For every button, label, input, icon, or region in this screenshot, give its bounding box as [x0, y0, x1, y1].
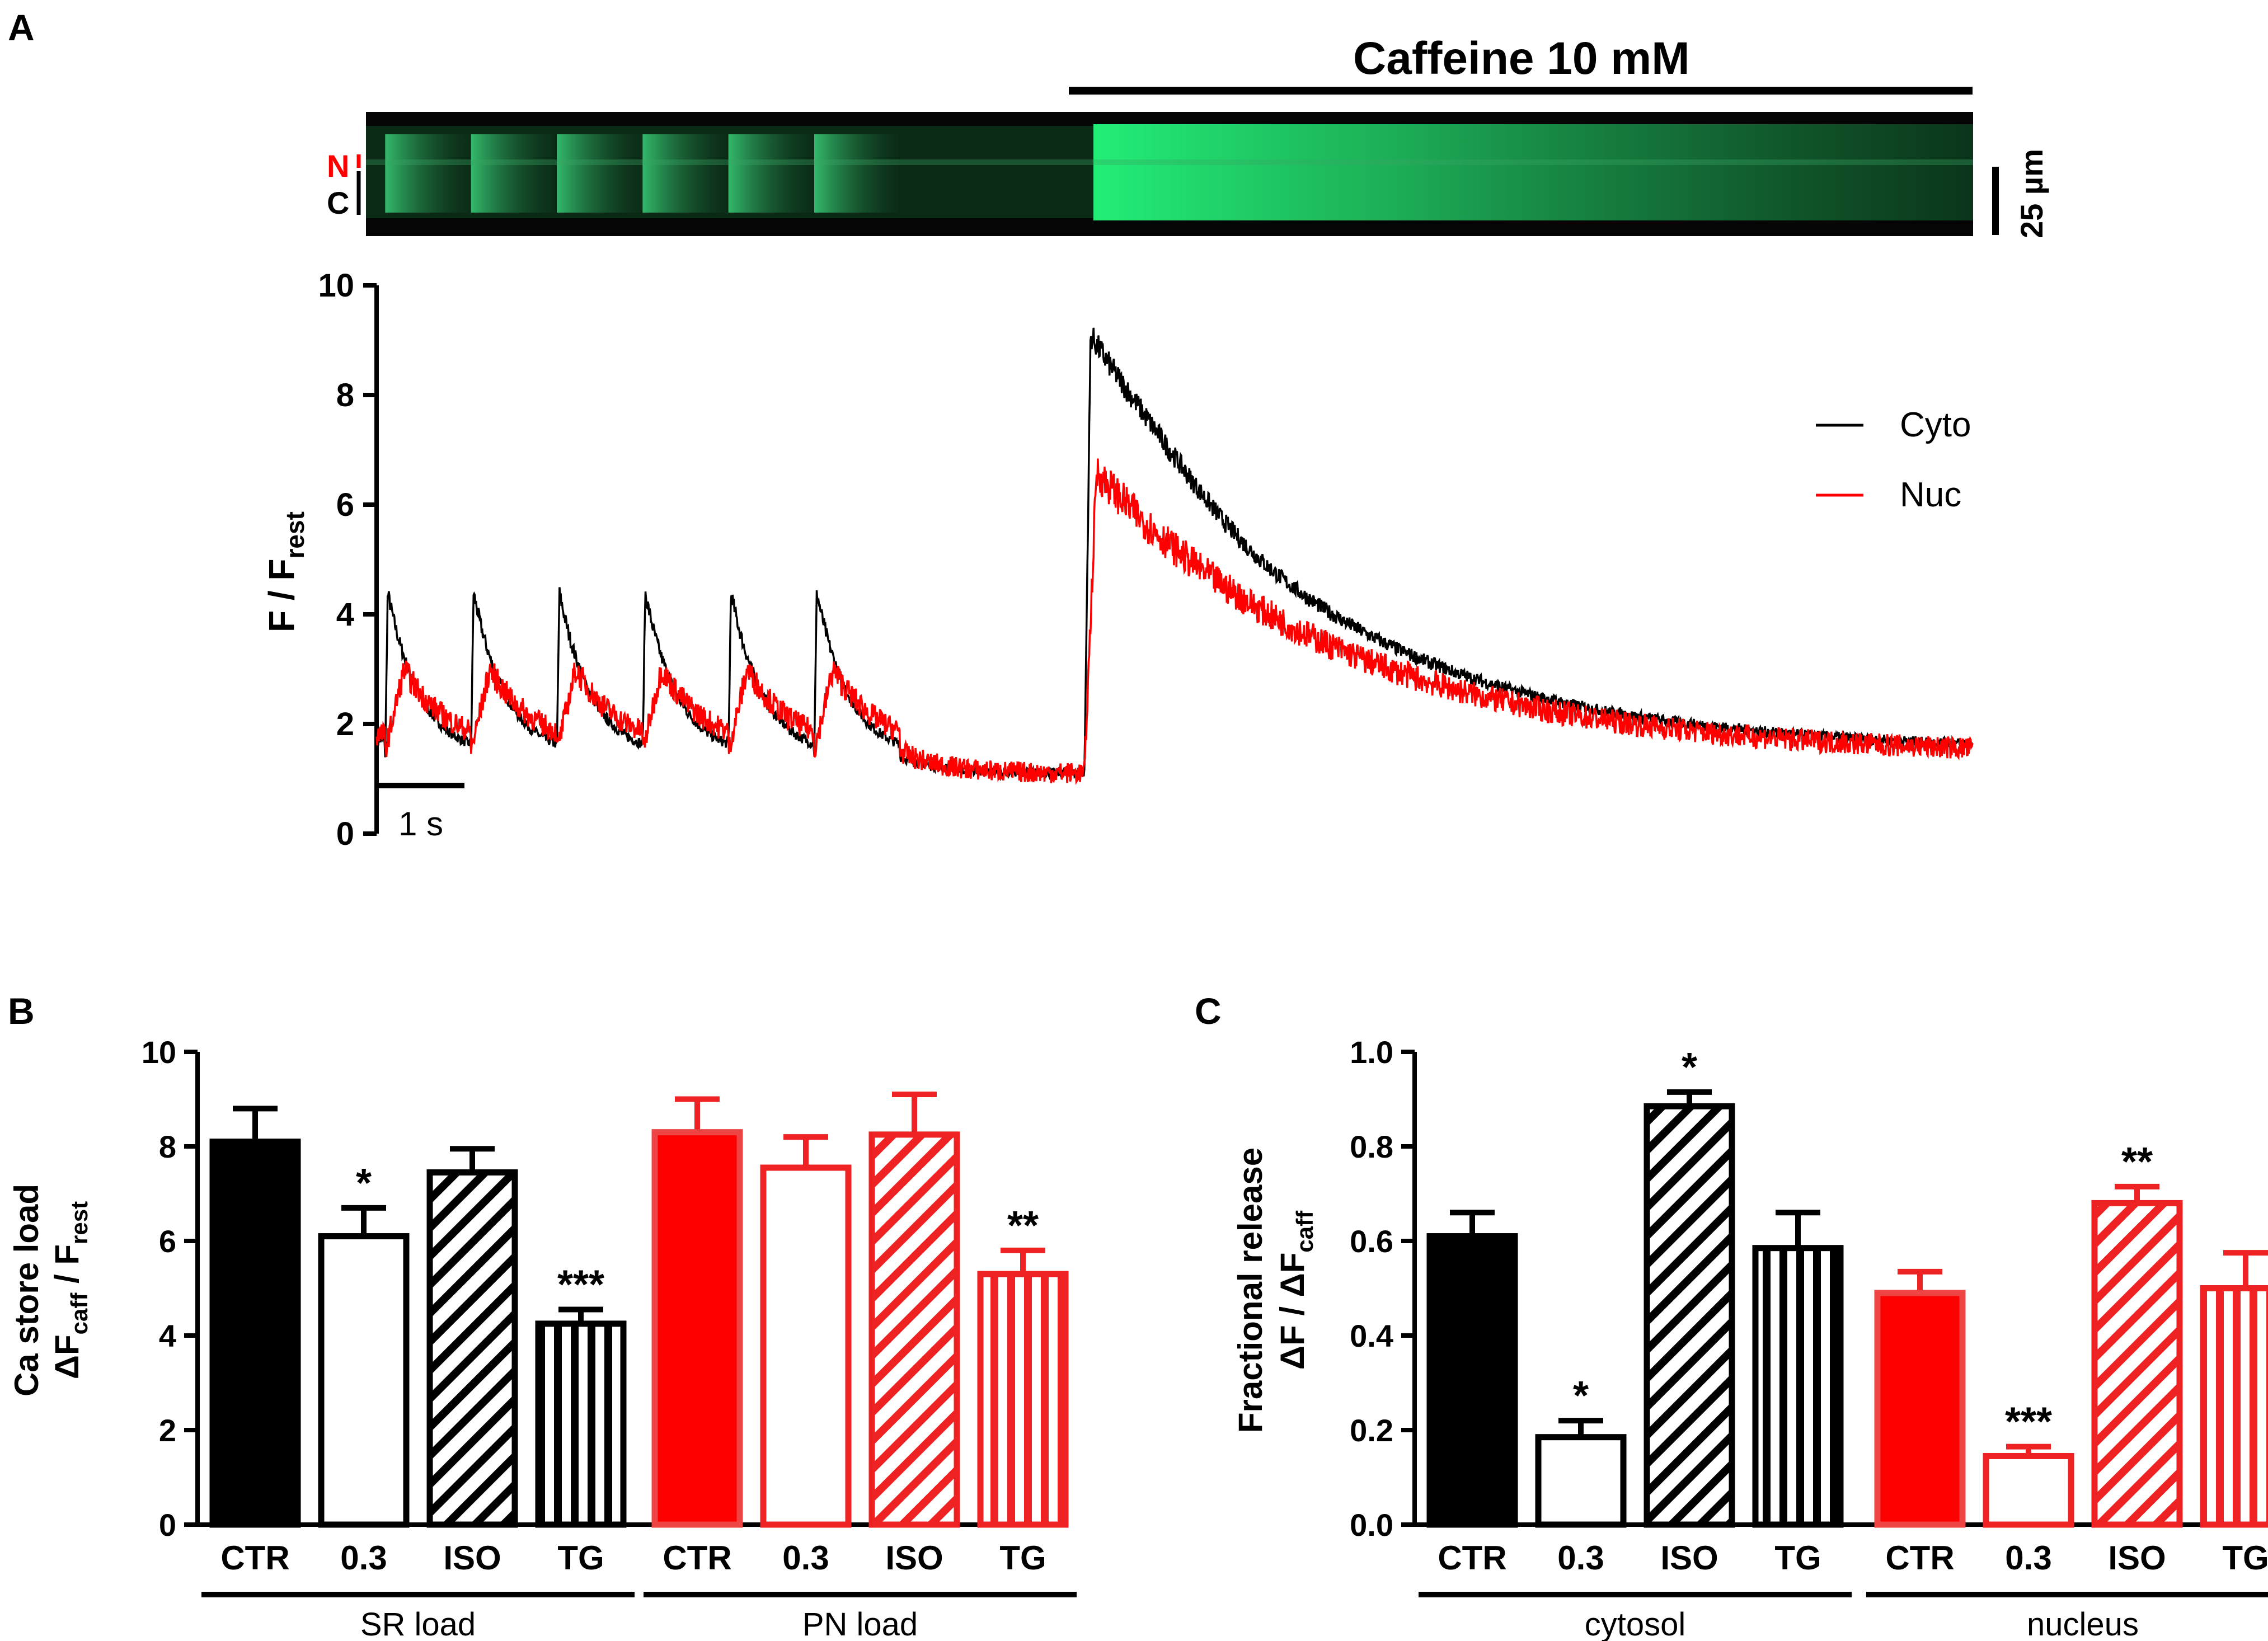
panel-c: C 0.00.20.40.60.81.0 Fractional release … [1195, 990, 2268, 1641]
c-y-ticks: 0.0 0.2 0.4 0.6 0.8 1.0 [1350, 1035, 1415, 1543]
c-significance: * [1682, 1045, 1697, 1090]
b-bar [760, 1164, 852, 1528]
c-bar [1644, 1103, 1735, 1528]
c-category-label: TG [2222, 1539, 2268, 1577]
c-bar [2200, 1285, 2268, 1528]
c-bar [1752, 1245, 1844, 1528]
c-category-label: 0.3 [2005, 1539, 2051, 1577]
c-category-label: ISO [1660, 1539, 1718, 1577]
b-y-tick-label: 0 [159, 1507, 176, 1543]
b-category-label: ISO [443, 1539, 501, 1577]
panel-a: A Caffeine 10 mM N C 25 µm 0 2 4 6 8 10 F / F… [8, 7, 2049, 852]
time-scale-label: 1 s [398, 805, 443, 843]
trace-y-tick-label: 2 [336, 706, 354, 742]
c-category-label: CTR [1885, 1539, 1954, 1577]
b-y-tick-label: 4 [159, 1318, 176, 1353]
b-significance: ** [1007, 1203, 1039, 1248]
b-y-label-line2: ΔFcaff / Frest [48, 1201, 92, 1379]
b-y-tick-label: 10 [142, 1035, 176, 1070]
cytosol-label: C [327, 185, 349, 220]
linescan-pulse [814, 134, 898, 213]
b-bar [318, 1233, 410, 1528]
c-y-label-line2: ΔF / ΔFcaff [1274, 1210, 1318, 1370]
b-category-label: TG [999, 1539, 1046, 1577]
b-category-label: CTR [220, 1539, 289, 1577]
b-bar [868, 1131, 960, 1528]
panel-a-label: A [8, 7, 35, 48]
c-category-label: CTR [1438, 1539, 1506, 1577]
b-group-label: SR load [360, 1606, 476, 1641]
b-category-label: TG [557, 1539, 604, 1577]
b-category-label: ISO [885, 1539, 943, 1577]
c-y-tick-label: 0.8 [1350, 1129, 1393, 1164]
b-category-label: 0.3 [340, 1539, 387, 1577]
c-y-label-line1: Fractional release [1232, 1148, 1269, 1433]
trace-y-ticks: 0 2 4 6 8 10 [318, 267, 377, 852]
c-group-label: nucleus [2027, 1606, 2139, 1641]
b-y-tick-label: 2 [159, 1413, 176, 1448]
c-y-tick-label: 1.0 [1350, 1035, 1393, 1070]
b-y-tick-label: 6 [159, 1224, 176, 1259]
trace-y-tick-label: 10 [318, 267, 354, 304]
nuc-trace [375, 458, 1974, 785]
caffeine-label: Caffeine 10 mM [1353, 33, 1690, 84]
c-significance: *** [2005, 1400, 2052, 1445]
panel-b: B 0 2 4 6 8 10 Ca store load ΔFcaff / Frest C… [8, 990, 1077, 1641]
c-y-tick-label: 0.6 [1350, 1224, 1393, 1259]
c-y-tick-label: 0.2 [1350, 1413, 1393, 1448]
c-y-tick-label: 0.4 [1350, 1318, 1393, 1353]
nucleus-label: N [327, 148, 349, 184]
linescan-pulse [385, 134, 469, 213]
c-category-label: ISO [2108, 1539, 2166, 1577]
space-scale-label: 25 µm [2014, 149, 2049, 238]
panel-b-label: B [8, 990, 35, 1032]
c-category-label: 0.3 [1557, 1539, 1604, 1577]
b-bar [426, 1169, 518, 1528]
c-significance: ** [2121, 1140, 2153, 1184]
c-group-label: cytosol [1585, 1606, 1686, 1641]
linescan-image: N C 25 µm [327, 112, 2049, 238]
legend-cyto-label: Cyto [1900, 406, 1971, 444]
c-bar [2091, 1200, 2183, 1528]
b-y-label-line1: Ca store load [8, 1184, 45, 1397]
linescan-pulse [728, 134, 813, 213]
c-bar [1535, 1434, 1627, 1528]
legend-nuc-label: Nuc [1900, 476, 1961, 514]
linescan-pulse [642, 134, 727, 213]
c-category-label: TG [1774, 1539, 1821, 1577]
b-y-ticks: 0 2 4 6 8 10 [142, 1035, 198, 1543]
b-group-label: PN load [802, 1606, 918, 1641]
trace-y-tick-label: 8 [336, 377, 354, 413]
b-category-label: CTR [663, 1539, 731, 1577]
trace-y-tick-label: 0 [336, 816, 354, 852]
b-bar [651, 1129, 743, 1528]
b-bar [209, 1139, 301, 1528]
b-category-label: 0.3 [782, 1539, 829, 1577]
c-bar [1426, 1233, 1518, 1528]
trace-y-tick-label: 4 [336, 596, 354, 633]
trace-y-tick-label: 6 [336, 487, 354, 523]
b-bar [535, 1320, 627, 1528]
b-significance: * [356, 1161, 372, 1206]
c-significance: * [1573, 1374, 1589, 1418]
c-y-tick-label: 0.0 [1350, 1507, 1393, 1543]
c-bar [1874, 1290, 1966, 1528]
trace-y-label: F / Frest [261, 511, 309, 632]
b-y-tick-label: 8 [159, 1129, 176, 1164]
panel-c-label: C [1195, 990, 1222, 1032]
b-bar [977, 1271, 1069, 1528]
linescan-pulse [471, 134, 555, 213]
b-significance: *** [557, 1263, 604, 1308]
linescan-pulse [557, 134, 641, 213]
c-bar [1983, 1452, 2074, 1528]
caffeine-fluorescence [1093, 124, 1973, 220]
